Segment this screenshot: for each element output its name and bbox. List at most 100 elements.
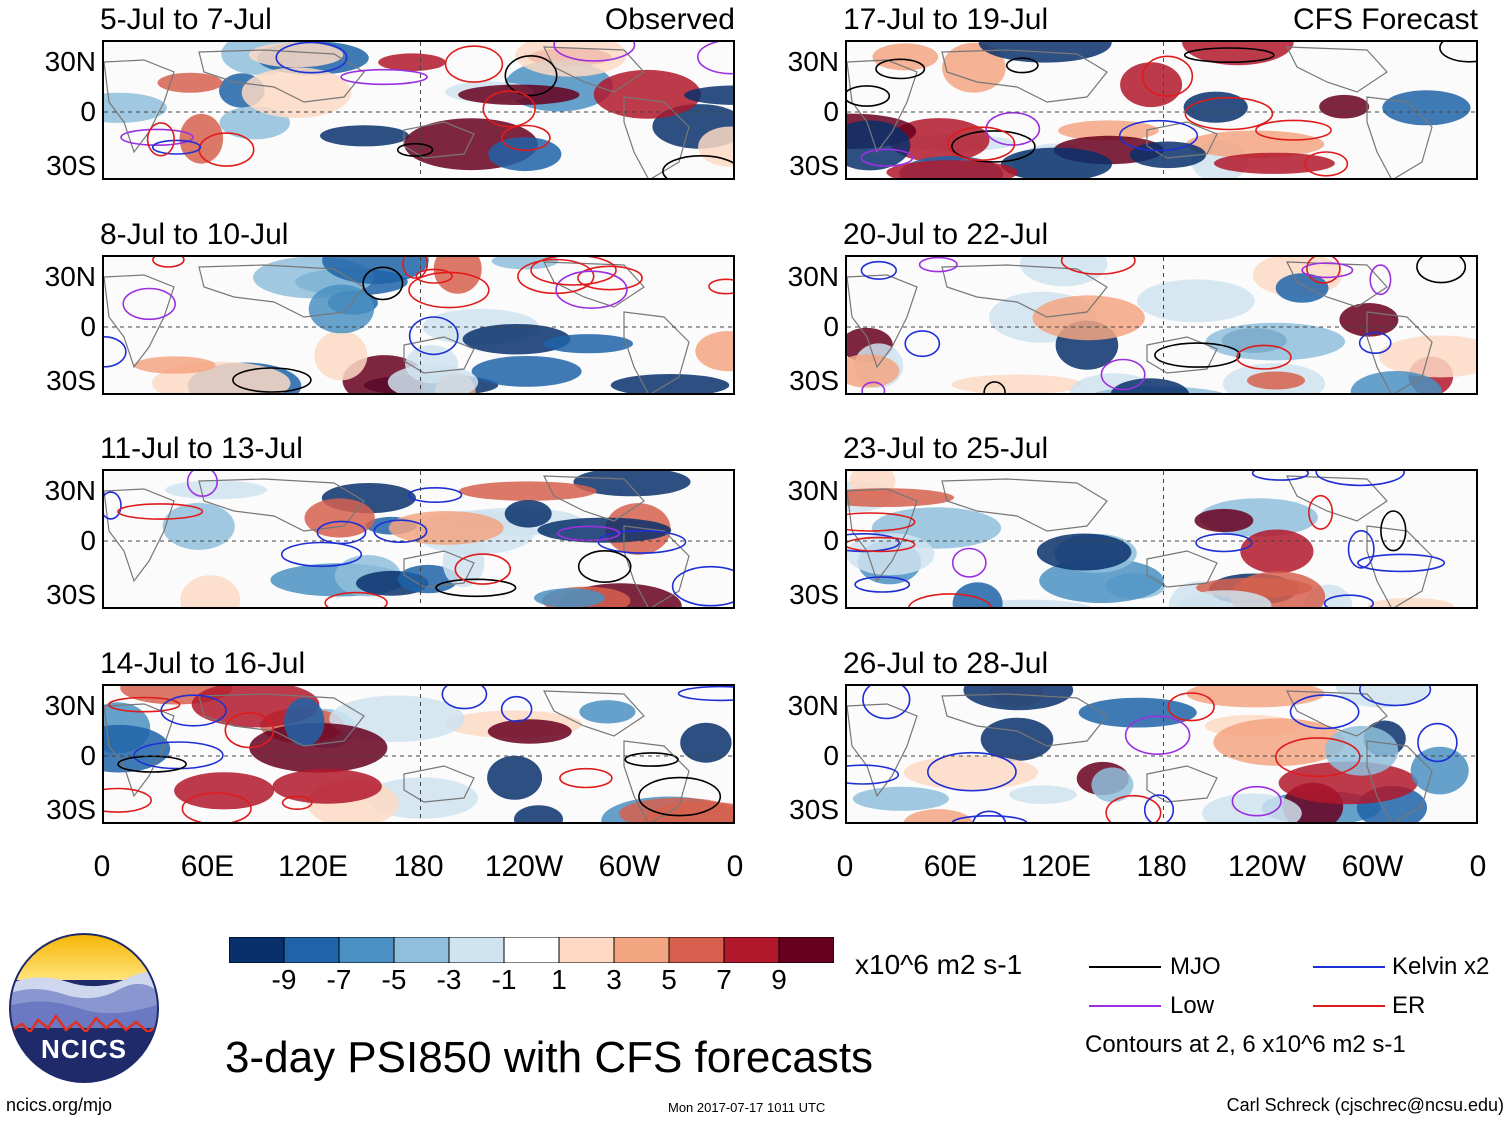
contour-line bbox=[577, 550, 632, 584]
anomaly-shading bbox=[272, 768, 382, 804]
map-panel bbox=[845, 40, 1478, 180]
anomaly-shading bbox=[1213, 718, 1346, 766]
anomaly-shading bbox=[903, 755, 1039, 790]
coastline bbox=[1286, 690, 1388, 737]
main-title: 3-day PSI850 with CFS forecasts bbox=[225, 1033, 874, 1082]
anomaly-shading bbox=[1183, 91, 1248, 123]
panel-title: 8-Jul to 10-Jul bbox=[100, 218, 289, 251]
coastline bbox=[941, 693, 1108, 747]
contour-line bbox=[847, 764, 900, 785]
anomaly-shading bbox=[1009, 785, 1077, 804]
contour-line bbox=[947, 126, 1016, 161]
anomaly-shading bbox=[471, 356, 582, 387]
x-tick-label: 60E bbox=[180, 850, 235, 883]
contour-line bbox=[186, 471, 218, 497]
contour-line bbox=[577, 265, 643, 291]
y-tick-label: 0 bbox=[80, 525, 96, 556]
anomaly-shading bbox=[1213, 152, 1335, 174]
anomaly-shading bbox=[1410, 746, 1469, 795]
y-tick-label: 0 bbox=[823, 96, 839, 127]
colorbar-swatch bbox=[393, 936, 450, 964]
anomaly-shading bbox=[1324, 725, 1399, 776]
contour-line bbox=[104, 787, 152, 813]
coastline bbox=[847, 274, 918, 369]
anomaly-shading bbox=[162, 502, 235, 550]
anomaly-shading bbox=[488, 137, 562, 172]
x-tick-label: 0 bbox=[836, 850, 854, 883]
x-tick-label: 120E bbox=[1020, 850, 1092, 883]
contour-line bbox=[1301, 262, 1354, 279]
coastline bbox=[623, 96, 690, 178]
coastline bbox=[104, 274, 175, 369]
coastline bbox=[1146, 765, 1218, 803]
y-tick-label: 30N bbox=[787, 690, 839, 721]
contour-line bbox=[435, 578, 517, 598]
coastline bbox=[847, 59, 918, 154]
contour-line bbox=[908, 593, 992, 607]
contour-line bbox=[396, 142, 434, 157]
anomaly-shading bbox=[514, 805, 563, 822]
contour-line bbox=[1154, 342, 1241, 368]
panel-title: 23-Jul to 25-Jul bbox=[843, 432, 1049, 465]
panel-source-tag: CFS Forecast bbox=[1292, 3, 1478, 36]
contour-line bbox=[951, 815, 1028, 822]
panel-title: 14-Jul to 16-Jul bbox=[100, 647, 306, 680]
colorbar-swatch bbox=[558, 936, 615, 964]
coastline bbox=[403, 336, 475, 374]
contour-line bbox=[316, 520, 367, 545]
contour-line bbox=[160, 694, 227, 727]
panel-title: 26-Jul to 28-Jul bbox=[843, 647, 1049, 680]
y-tick-label: 30S bbox=[46, 365, 96, 396]
contour-line bbox=[557, 525, 621, 542]
colorbar-swatch bbox=[778, 936, 835, 964]
ncics-logo-text: NCICS bbox=[41, 1034, 127, 1064]
legend-label: MJO bbox=[1170, 953, 1221, 980]
anomaly-shading bbox=[680, 722, 732, 763]
contour-line bbox=[122, 287, 177, 321]
anomaly-shading bbox=[157, 72, 223, 93]
colorbar-swatch bbox=[503, 936, 560, 964]
colorbar-tick-label: 3 bbox=[606, 964, 622, 995]
anomaly-shading bbox=[397, 564, 459, 594]
anomaly-shading bbox=[695, 331, 733, 372]
y-tick-label: 30N bbox=[44, 690, 96, 721]
colorbar-tick-label: -1 bbox=[491, 964, 517, 995]
anomaly-shading bbox=[165, 480, 268, 500]
anomaly-shading bbox=[458, 84, 580, 105]
anomaly-shading bbox=[886, 160, 1019, 178]
contour-line bbox=[408, 486, 463, 503]
contour-line bbox=[1143, 794, 1175, 822]
contour-line bbox=[1005, 57, 1039, 74]
anomaly-shading bbox=[133, 356, 216, 374]
contour-line bbox=[847, 85, 891, 107]
y-tick-label: 0 bbox=[823, 740, 839, 771]
anomaly-shading bbox=[304, 498, 375, 538]
coastline bbox=[1286, 475, 1388, 522]
anomaly-shading bbox=[487, 755, 543, 800]
coastline bbox=[623, 525, 690, 607]
anomaly-shading bbox=[1339, 303, 1399, 337]
contour-line bbox=[1315, 471, 1405, 487]
coastline bbox=[543, 261, 645, 308]
map-panel bbox=[102, 40, 735, 180]
anomaly-shading bbox=[458, 481, 597, 501]
coastline bbox=[847, 703, 918, 798]
anomaly-shading bbox=[1247, 371, 1305, 390]
colorbar-tick-label: -5 bbox=[381, 964, 407, 995]
panel-title: 17-Jul to 19-Jul bbox=[843, 3, 1049, 36]
coastline bbox=[1366, 525, 1433, 607]
contour-line bbox=[1255, 119, 1332, 141]
contour-line bbox=[854, 576, 911, 593]
contour-line bbox=[1369, 264, 1392, 296]
contour-line bbox=[444, 45, 504, 83]
contour-line bbox=[324, 591, 388, 607]
anomaly-shading bbox=[487, 719, 572, 744]
contour-line bbox=[281, 795, 313, 811]
coastline bbox=[104, 703, 175, 798]
anomaly-shading bbox=[1240, 529, 1314, 574]
contour-line bbox=[553, 42, 636, 62]
coastline bbox=[1146, 336, 1218, 374]
contour-line bbox=[482, 90, 536, 128]
contour-line bbox=[638, 776, 722, 817]
contour-line bbox=[224, 712, 275, 749]
